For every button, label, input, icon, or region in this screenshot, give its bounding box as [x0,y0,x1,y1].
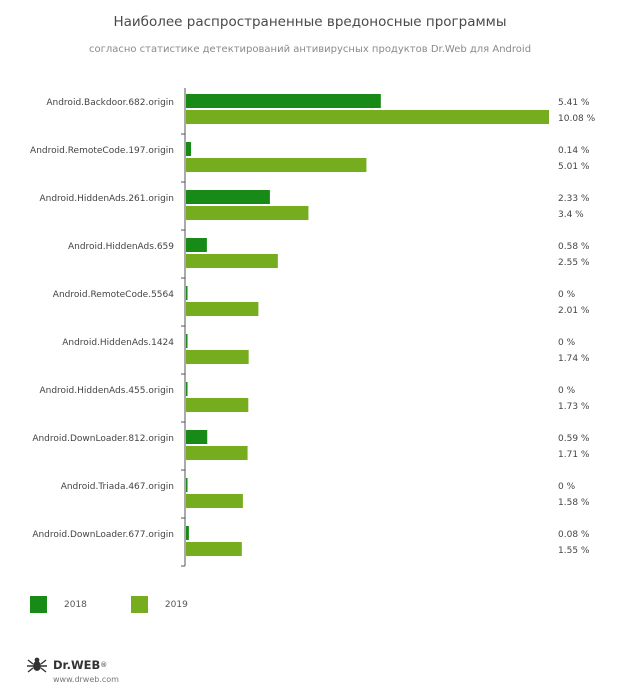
bar-2019 [186,398,249,412]
bar-2018 [186,94,381,108]
category-label: Android.HiddenAds.659 [68,242,174,252]
category-label: Android.DownLoader.812.origin [32,434,174,444]
bar-chart: Android.Backdoor.682.origin 5.41 % 10.08 %… [30,88,596,567]
bar-2018 [186,286,188,300]
legend-swatch-2018 [30,596,47,613]
chart-title: Наиболее распространенные вредоносные пр… [113,14,507,30]
value-label-2019: 1.73 % [558,402,590,412]
legend-label-2019: 2019 [164,599,188,610]
value-label-2018: 0.14 % [558,146,590,156]
spider-icon [27,657,47,673]
category-label: Android.Triada.467.origin [61,482,174,492]
value-label-2018: 0.08 % [558,530,590,540]
logo-url: www.drweb.com [53,675,119,684]
value-label-2019: 2.55 % [558,258,590,268]
logo-brand: Dr.WEB [53,658,101,672]
drweb-logo: Dr.WEB ® www.drweb.com [26,656,119,684]
chart-subtitle: согласно статистике детектирований антив… [88,44,532,55]
bar-2019 [186,302,259,316]
value-label-2018: 0.58 % [558,242,590,252]
bar-2018 [186,526,189,540]
value-label-2019: 2.01 % [558,306,590,316]
bar-2019 [186,254,278,268]
value-label-2019: 10.08 % [558,114,596,124]
legend-label-2018: 2018 [64,599,87,610]
bar-2019 [186,446,248,460]
value-label-2019: 1.74 % [558,354,590,364]
bar-2018 [186,478,188,492]
legend-swatch-2019 [130,596,148,613]
bar-2018 [186,142,192,156]
category-label: Android.HiddenAds.261.origin [39,194,174,204]
value-label-2018: 0.59 % [558,434,590,444]
value-label-2019: 5.01 % [558,162,590,172]
bar-2019 [186,110,549,124]
value-label-2018: 5.41 % [558,98,590,108]
value-label-2018: 2.33 % [558,194,590,204]
value-label-2018: 0 % [558,338,576,348]
category-label: Android.HiddenAds.1424 [62,338,174,348]
bar-2018 [186,190,270,204]
value-label-2019: 1.58 % [558,498,590,508]
value-label-2019: 1.71 % [558,450,590,460]
category-label: Android.DownLoader.677.origin [32,530,174,540]
category-label: Android.Backdoor.682.origin [46,98,174,108]
bar-2019 [186,542,242,556]
logo-registered-mark: ® [100,661,108,669]
value-label-2019: 3.4 % [558,210,584,220]
value-label-2018: 0 % [558,290,576,300]
bar-2018 [186,238,207,252]
bar-2018 [186,334,188,348]
bar-2018 [186,430,208,444]
chart-legend: 2018 2019 [30,596,188,613]
bar-2019 [186,206,309,220]
bar-2019 [186,158,367,172]
bar-2018 [186,382,188,396]
value-label-2019: 1.55 % [558,546,590,556]
value-label-2018: 0 % [558,386,576,396]
value-label-2018: 0 % [558,482,576,492]
bar-2019 [186,350,249,364]
category-label: Android.RemoteCode.5564 [53,290,174,300]
category-label: Android.RemoteCode.197.origin [30,146,174,156]
bar-2019 [186,494,243,508]
category-label: Android.HiddenAds.455.origin [39,386,174,396]
